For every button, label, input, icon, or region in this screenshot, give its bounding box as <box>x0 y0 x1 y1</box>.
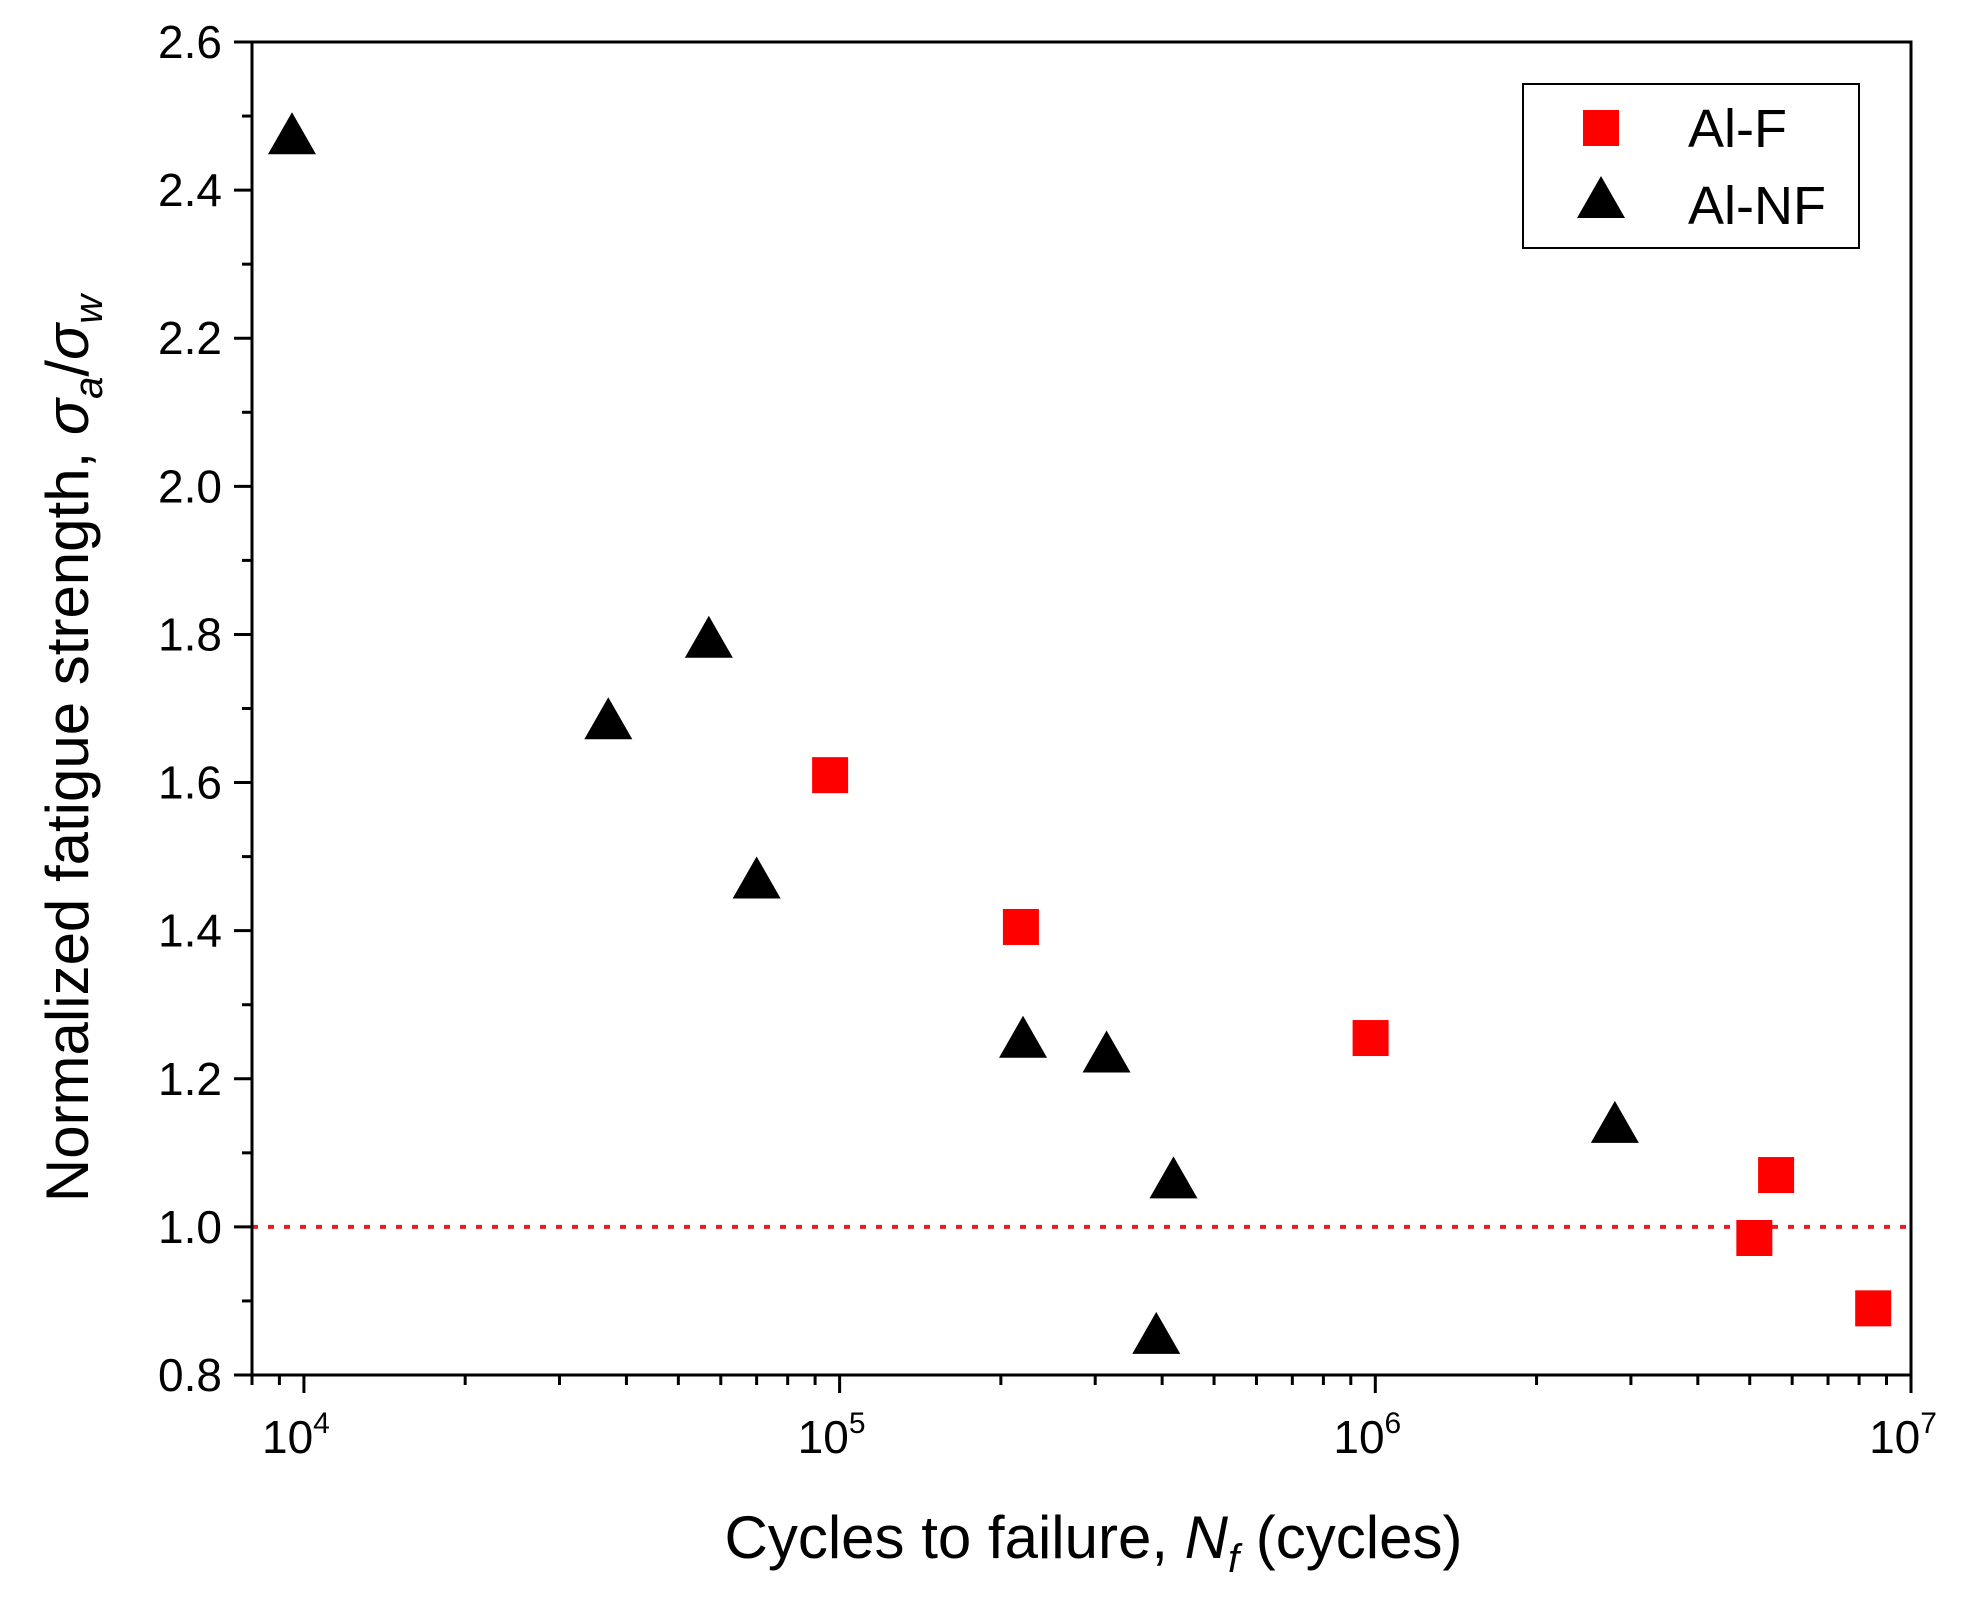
x-tick-base: 10 <box>1333 1411 1384 1463</box>
data-point-al-f <box>1352 1020 1389 1057</box>
y-tick-label: 1.8 <box>158 608 222 660</box>
data-point-al-nf <box>1590 1100 1639 1143</box>
x-axis-title: Cycles to failure, Nf (cycles) <box>725 1504 1463 1581</box>
data-point-al-nf <box>999 1015 1048 1058</box>
legend-label-al-nf: Al-NF <box>1688 176 1826 236</box>
y-tick-label: 1.4 <box>158 905 222 957</box>
x-axis-title-unit: (cycles) <box>1239 1504 1462 1571</box>
data-point-al-f <box>812 757 849 794</box>
axis-ticks <box>234 40 1913 1393</box>
x-axis-title-var: N <box>1185 1504 1229 1571</box>
y-axis-title: Normalized fatigue strength, σa/σw <box>34 292 111 1202</box>
y-tick-label: 2.6 <box>158 16 222 68</box>
y-tick-label: 1.6 <box>158 757 222 809</box>
data-point-al-nf <box>1132 1311 1181 1354</box>
y-tick-label: 0.8 <box>158 1349 222 1401</box>
data-point-al-f <box>1002 908 1039 945</box>
legend-marker-al-nf <box>1577 176 1625 218</box>
x-tick-exponent: 4 <box>313 1407 330 1440</box>
data-point-al-nf <box>732 856 781 899</box>
x-tick-label: 104 <box>262 1407 330 1463</box>
y-tick-label: 1.2 <box>158 1053 222 1105</box>
y-axis-title-den-sub: w <box>67 292 111 324</box>
data-point-al-nf <box>684 615 733 658</box>
y-axis-title-num: σ <box>34 396 101 435</box>
y-tick-label: 2.0 <box>158 460 222 512</box>
y-tick-label: 2.2 <box>158 312 222 364</box>
data-point-al-nf <box>1082 1030 1131 1073</box>
data-points <box>267 112 1892 1354</box>
data-point-al-nf <box>267 112 316 155</box>
x-tick-base: 10 <box>1869 1411 1920 1463</box>
y-axis-title-num-sub: a <box>67 377 111 399</box>
data-point-al-nf <box>1149 1156 1198 1199</box>
x-tick-base: 10 <box>798 1411 849 1463</box>
data-point-al-f <box>1736 1219 1773 1256</box>
x-tick-label: 107 <box>1869 1407 1937 1463</box>
y-axis-title-sep: / <box>34 360 101 377</box>
data-point-al-nf <box>584 697 633 740</box>
x-tick-label: 105 <box>798 1407 866 1463</box>
y-tick-label: 1.0 <box>158 1201 222 1253</box>
legend-marker-al-f <box>1583 110 1619 146</box>
y-axis-title-den: σ <box>34 321 101 360</box>
data-point-al-f <box>1855 1290 1892 1327</box>
data-point-al-f <box>1758 1157 1795 1194</box>
y-axis-title-main: Normalized fatigue strength, <box>34 435 101 1202</box>
x-tick-exponent: 6 <box>1385 1407 1402 1440</box>
plot-frame <box>250 40 1913 1377</box>
x-tick-exponent: 7 <box>1920 1407 1937 1440</box>
x-tick-label: 106 <box>1333 1407 1401 1463</box>
y-tick-label: 2.4 <box>158 164 222 216</box>
legend-label-al-f: Al-F <box>1688 99 1787 159</box>
x-tick-exponent: 5 <box>849 1407 866 1440</box>
x-tick-base: 10 <box>262 1411 313 1463</box>
legend-box <box>1522 83 1860 249</box>
legend: Al-F Al-NF <box>1522 83 1860 249</box>
x-axis-title-main: Cycles to failure, <box>725 1504 1185 1571</box>
